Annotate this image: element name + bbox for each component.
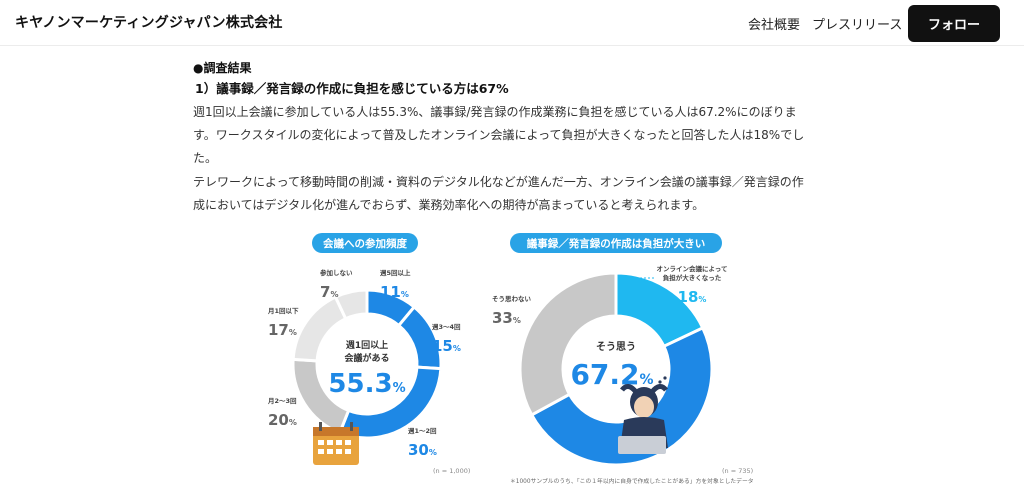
chart2-label-online-text: オンライン会議によって [657, 264, 728, 273]
chart2-label-no-text: そう思わない [492, 294, 532, 303]
chart2-label-online: オンライン会議によって負担が大きくなった 18% [657, 264, 728, 306]
chart2-center-label: そう思う [596, 341, 636, 353]
chart2-title-pill [510, 233, 722, 253]
chart1-center-unit: % [393, 381, 406, 396]
chart2-footnote: ＊1000サンプルのうち、「この１年以内に自身で作成したことがある」方を対象とし… [510, 477, 754, 485]
survey-charts: 会議への参加頻度 議事録／発言録の作成は負担が大きい 週1回以上 会議がある 5… [267, 233, 754, 485]
paragraph-1-line: 週1回以上会議に参加している人は55.3%、議事録/発言録の作成業務に負担を感じ… [193, 105, 797, 119]
chart1-title: 会議への参加頻度 [323, 237, 407, 250]
chart1-donut [291, 288, 443, 440]
nav-company-overview[interactable]: 会社概要 [748, 18, 801, 33]
chart1-label-1to2: 週1〜2回 30% [408, 426, 437, 459]
chart2-slice [518, 271, 618, 417]
chart1-label-3to4-value: 15% [432, 337, 461, 355]
chart2-label-online-value: 18% [678, 288, 707, 306]
chart1-label-3to4: 週3〜4回 15% [432, 322, 461, 355]
paragraph-2-line: テレワークによって移動時間の削減・資料のデジタル化などが進んだ一方、オンライン会… [193, 175, 804, 189]
chart1-center-label: 会議がある [344, 352, 389, 364]
chart2-title: 議事録／発言録の作成は負担が大きい [527, 237, 706, 250]
brand-name[interactable]: キヤノンマーケティングジャパン株式会社 [15, 15, 283, 31]
chart1-center-value: 55.3% [328, 369, 405, 399]
article-body: ●調査結果 1）議事録／発言録の作成に負担を感じている方は67% 週1回以上会議… [193, 58, 833, 217]
chart2-note: (n = 735) [722, 467, 753, 475]
chart2-label-no: そう思わない 33% [492, 294, 532, 327]
survey-figure: 会議への参加頻度 議事録／発言録の作成は負担が大きい 週1回以上 会議がある 5… [240, 222, 760, 492]
chart1-note: (n = 1,000) [433, 467, 470, 475]
chart2-center-unit: % [640, 372, 654, 388]
chart2-donut [518, 271, 714, 467]
paragraph-2: テレワークによって移動時間の削減・資料のデジタル化などが進んだ一方、オンライン会… [193, 171, 825, 217]
chart2-label-online-text: 負担が大きくなった [663, 273, 722, 282]
chart1-label-2to3month-value: 20% [268, 411, 297, 429]
chart1-label-1month: 月1回以下 17% [267, 306, 299, 339]
top-bar: キヤノンマーケティングジャパン株式会社 会社概要 プレスリリース フォロー [0, 0, 1024, 46]
chart1-label-5plus-value: 11% [380, 283, 409, 301]
chart-labels: 週5回以上 11% 週3〜4回 15% 週1〜2回 30% 月2〜3回 20% 月1回以下 17%… [267, 264, 727, 459]
chart1-label-1month-value: 17% [268, 321, 297, 339]
chart1-title-pill [312, 233, 418, 253]
follow-button[interactable]: フォロー [908, 5, 1000, 42]
chart1-slice [291, 295, 348, 363]
chart1-label-none: 参加しない 7% [320, 268, 353, 301]
chart2-label-no-value: 33% [492, 309, 521, 327]
paragraph-2-line: 成においてはデジタル化が進んでおらず、業務効率化への期待が高まっていると考えられ… [193, 198, 705, 212]
chart1-slice [333, 288, 369, 321]
chart1-label-none-value: 7% [320, 283, 338, 301]
chart1-label-1to2-text: 週1〜2回 [408, 426, 437, 435]
nav-press-release[interactable]: プレスリリース [812, 18, 903, 33]
chart1-label-2to3month-text: 月2〜3回 [267, 396, 297, 405]
chart1-center-number: 55.3 [328, 369, 392, 399]
chart1-label-2to3month: 月2〜3回 20% [267, 396, 297, 429]
chart1-center-label: 週1回以上 [346, 339, 388, 351]
chart1-label-1to2-value: 30% [408, 441, 437, 459]
calendar-illustration [313, 422, 359, 465]
chart2-center-value: 67.2% [570, 358, 653, 391]
paragraph-1-line: た。 [193, 151, 218, 165]
chart1-label-5plus: 週5回以上 11% [380, 268, 411, 301]
paragraph-1: 週1回以上会議に参加している人は55.3%、議事録/発言録の作成業務に負担を感じ… [193, 101, 825, 170]
paragraph-1-line: す。ワークスタイルの変化によって普及したオンライン会議によって負担が大きくなった… [193, 128, 805, 142]
chart1-label-3to4-text: 週3〜4回 [432, 322, 461, 331]
chart1-label-5plus-text: 週5回以上 [380, 268, 411, 277]
sub-heading: 1）議事録／発言録の作成に負担を感じている方は67% [195, 81, 509, 96]
chart1-label-1month-text: 月1回以下 [267, 306, 299, 315]
chart1-label-none-text: 参加しない [320, 268, 353, 277]
stressed-person-illustration [618, 376, 668, 454]
result-heading: ●調査結果 [193, 61, 252, 75]
